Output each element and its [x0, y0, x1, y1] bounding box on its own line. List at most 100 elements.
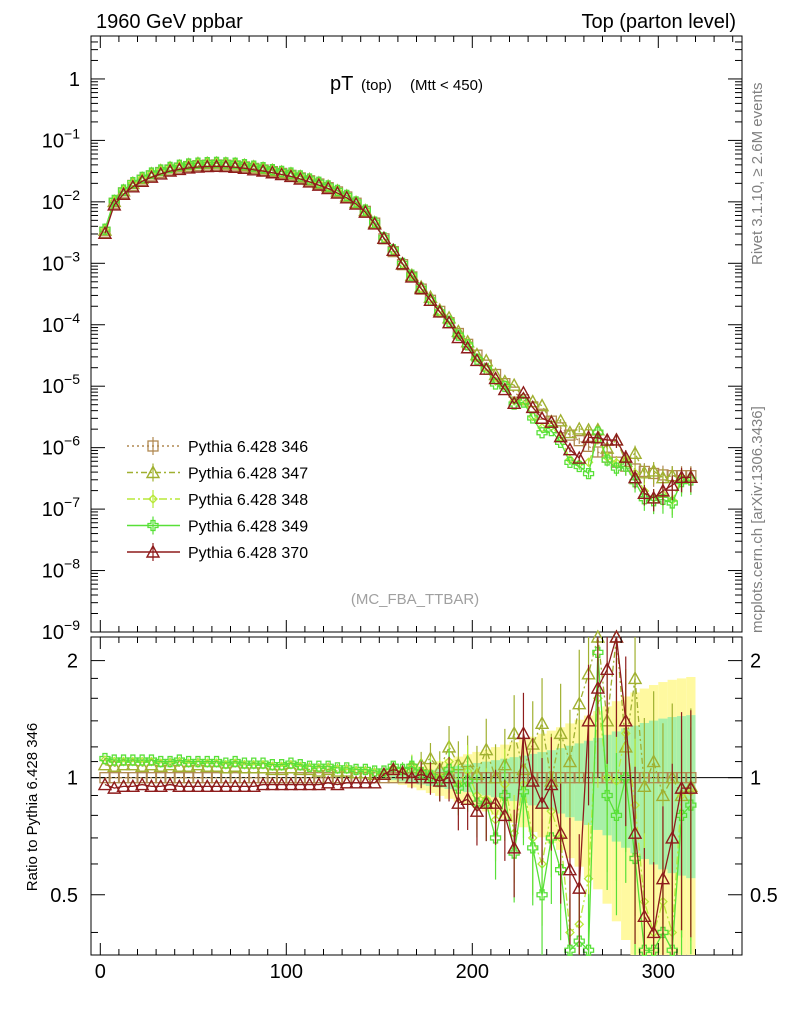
main-point	[489, 378, 502, 390]
ratio-point	[516, 725, 531, 740]
ratio-point	[173, 772, 186, 784]
ratio-point	[582, 944, 595, 956]
legend-marker	[148, 494, 158, 504]
ratio-point	[294, 772, 306, 784]
main-point	[404, 269, 420, 283]
ratio-point	[145, 754, 158, 766]
main-point	[471, 353, 483, 365]
ratio-point	[218, 778, 234, 793]
rivet-version-label: Rivet 3.1.10, ≥ 2.6M events	[749, 83, 766, 266]
main-y-tick-label: 10−6	[42, 433, 80, 460]
ratio-point	[404, 770, 420, 784]
ratio-point	[99, 752, 111, 765]
ratio-point	[218, 760, 234, 774]
ratio-point	[172, 778, 187, 793]
main-point	[665, 477, 680, 491]
main-point	[572, 450, 587, 464]
ratio-point	[572, 880, 587, 894]
ratio-point	[629, 852, 641, 865]
main-point	[601, 454, 613, 466]
ratio-point	[339, 775, 354, 789]
main-point	[581, 429, 596, 444]
ratio-point	[117, 772, 130, 784]
main-point	[646, 490, 661, 504]
ratio-point	[443, 763, 455, 776]
ratio-point	[499, 789, 511, 802]
main-point	[479, 353, 494, 367]
main-point	[209, 158, 224, 173]
main-point	[153, 166, 168, 180]
legend-label: Pythia 6.428 349	[188, 519, 308, 536]
ratio-point	[675, 809, 688, 822]
main-point	[350, 196, 362, 208]
main-point	[423, 292, 438, 306]
x-axis: 0 100 200 300	[95, 36, 734, 983]
ratio-point	[127, 772, 139, 784]
ratio-point	[181, 778, 196, 793]
ratio-point	[162, 777, 178, 791]
ratio-point	[544, 777, 559, 791]
main-point	[181, 160, 196, 174]
legend-marker	[145, 544, 161, 558]
main-point	[452, 329, 464, 341]
ratio-point	[266, 772, 279, 784]
ratio-point	[517, 786, 530, 798]
ratio-point	[237, 760, 252, 774]
ratio-point	[172, 758, 187, 772]
ratio-point	[173, 754, 185, 766]
main-point	[497, 382, 513, 396]
ratio-point	[153, 758, 168, 772]
main-point	[359, 204, 371, 216]
ratio-point	[153, 778, 168, 793]
main-point	[516, 385, 531, 399]
main-point	[293, 171, 308, 185]
main-point	[413, 281, 429, 295]
legend-entry: Pythia 6.428 347	[127, 463, 308, 483]
legend-label: Pythia 6.428 346	[188, 439, 308, 456]
ratio-point	[646, 924, 661, 939]
main-point	[172, 161, 187, 176]
main-point	[536, 427, 548, 439]
main-y-tick-label: 1	[69, 69, 80, 91]
ratio-point	[506, 725, 522, 740]
main-point	[553, 429, 568, 443]
ratio-point	[655, 788, 671, 802]
ratio-point	[424, 770, 437, 782]
ratio-point	[164, 772, 176, 784]
ratio-point	[665, 830, 680, 844]
mcplots-label: mcplots.cern.ch [arXiv:1306.3436]	[749, 406, 766, 633]
ratio-point	[562, 862, 578, 876]
ratio-point	[97, 757, 113, 771]
main-point	[544, 414, 559, 428]
ratio-point	[227, 758, 243, 772]
ratio-point	[599, 661, 615, 675]
ratio-point	[275, 772, 288, 784]
header-right: Top (parton level)	[581, 11, 736, 33]
ratio-point	[134, 758, 150, 772]
ratio-point	[181, 758, 196, 772]
ratio-point	[341, 762, 353, 774]
ratio-point	[330, 777, 345, 791]
ratio-point	[553, 725, 568, 740]
main-y-tick-label: 10−4	[42, 310, 80, 337]
ratio-y-tick-label: 0.5	[50, 885, 78, 907]
ratio-point	[657, 926, 669, 939]
main-point	[572, 421, 587, 435]
legend: Pythia 6.428 346 Pythia 6.428 347 Pythia 6…	[127, 437, 308, 562]
main-point	[675, 475, 688, 488]
main-point	[348, 196, 364, 210]
legend-marker	[147, 440, 159, 452]
main-point	[610, 462, 623, 474]
ratio-point	[192, 772, 204, 784]
ratio-point	[508, 847, 520, 859]
x-tick-label: 0	[95, 961, 106, 983]
main-y-axis: 1 10−1 10−2 10−3 10−4 10−5 10−6 10−7 10−8 10−9	[42, 35, 742, 644]
ratio-point	[462, 775, 474, 787]
ratio-point	[182, 772, 195, 784]
main-point	[369, 216, 381, 228]
ratio-panel: 0.5 0.5 1 1 2 2 Ratio to Pythia 6.428 346	[24, 629, 778, 956]
main-point	[218, 159, 234, 173]
ratio-point	[210, 772, 223, 784]
ratio-point	[125, 757, 141, 771]
ratio-point	[285, 757, 297, 769]
